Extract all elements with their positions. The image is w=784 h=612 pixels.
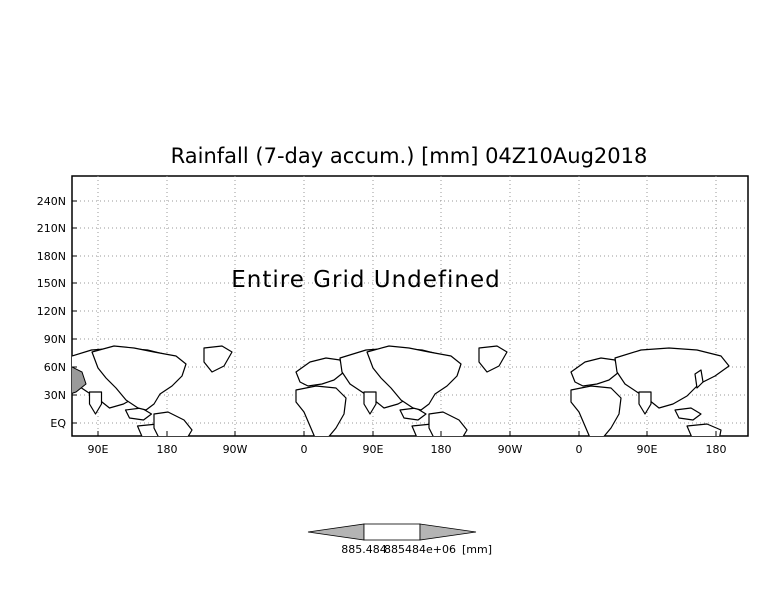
lat-tick-label: 90N — [44, 333, 66, 346]
lat-tick-label: 150N — [37, 277, 66, 290]
lon-tick-label: 90E — [88, 443, 109, 456]
lat-tick-label: 210N — [37, 222, 66, 235]
landmass-africa — [295, 385, 347, 436]
colorbar-middle-box — [363, 523, 421, 541]
lon-tick-label: 0 — [301, 443, 308, 456]
landmass-india — [363, 391, 377, 415]
landmass-greenland — [478, 345, 508, 373]
landmass-north-america — [366, 345, 462, 411]
lat-tick-label: 30N — [44, 389, 66, 402]
lon-tick-label: 90W — [223, 443, 248, 456]
landmass-north-america — [91, 345, 187, 411]
lon-tick-label: 90E — [363, 443, 384, 456]
landmass-se-asia-islands — [674, 407, 702, 421]
landmass-india — [88, 391, 103, 415]
lon-tick-label: 90W — [498, 443, 523, 456]
landmass-south-america — [428, 411, 468, 436]
colorbar-left-triangle — [307, 523, 365, 541]
landmass-south-america — [153, 411, 193, 436]
shaded-rain-region — [72, 366, 87, 394]
colorbar-unit-label: [mm] — [462, 543, 492, 556]
map-title: Rainfall (7-day accum.) [mm] 04Z10Aug201… — [171, 144, 648, 168]
coastlines — [72, 345, 730, 436]
lat-tick-label: 120N — [37, 305, 66, 318]
landmass-india — [638, 391, 652, 415]
lon-tick-label: 180 — [157, 443, 178, 456]
colorbar-right-triangle — [419, 523, 477, 541]
lon-tick-label: 180 — [431, 443, 452, 456]
lat-tick-label: EQ — [50, 417, 66, 430]
landmass-africa — [570, 385, 622, 436]
lat-tick-label: 60N — [44, 361, 66, 374]
lat-tick-label: 240N — [37, 195, 66, 208]
latitude-axis: 240N 210N 180N 150N 120N 90N 60N 30N EQ — [37, 195, 77, 430]
colorbar-min-label: 885.484 — [341, 543, 387, 556]
longitude-axis: 90E 180 90W 0 90E 180 90W 0 90E 180 — [88, 431, 727, 456]
landmass-australia — [686, 423, 722, 436]
landmass-japan — [694, 369, 704, 389]
colorbar: 885.484 885484e+06 [mm] — [307, 523, 492, 556]
lon-tick-label: 180 — [706, 443, 727, 456]
colorbar-max-label: 885484e+06 — [384, 543, 456, 556]
lon-tick-label: 90E — [637, 443, 658, 456]
landmass-greenland — [203, 345, 233, 373]
landmass-europe — [295, 357, 345, 387]
undefined-grid-message: Entire Grid Undefined — [231, 267, 501, 293]
lon-tick-label: 0 — [576, 443, 583, 456]
lat-tick-label: 180N — [37, 250, 66, 263]
landmass-europe — [570, 357, 620, 387]
